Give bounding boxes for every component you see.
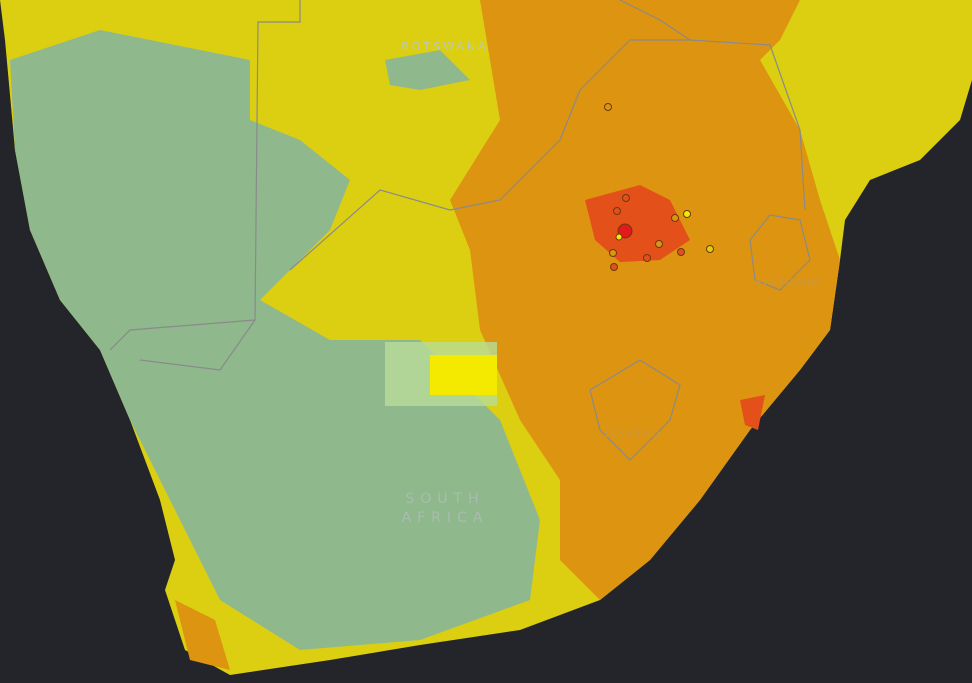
point [617,223,633,239]
country-label: BOTSWANA [401,40,488,53]
country-label: LESOTHO [605,430,662,440]
border [749,214,811,291]
point [610,263,618,271]
high-region [740,395,765,430]
points [604,103,714,271]
point [671,214,679,222]
point [622,194,630,202]
borders [109,0,811,461]
point [609,249,617,257]
point [615,233,623,241]
mid-region [175,600,230,670]
border [589,359,681,461]
country-label: SWAZILAND [755,278,818,288]
border [619,0,691,41]
country-label: AFRICA [402,510,489,526]
border [289,39,806,271]
point [683,210,691,218]
low-region [385,50,470,90]
low-region [10,30,540,650]
point [604,103,612,111]
mid-region [450,0,840,600]
border [109,0,301,371]
point [655,240,663,248]
country-label: SOUTH [405,491,484,507]
highlight-tile [430,355,497,395]
point [706,245,714,253]
point [643,254,651,262]
high-region [585,185,690,262]
point [613,207,621,215]
point [677,248,685,256]
